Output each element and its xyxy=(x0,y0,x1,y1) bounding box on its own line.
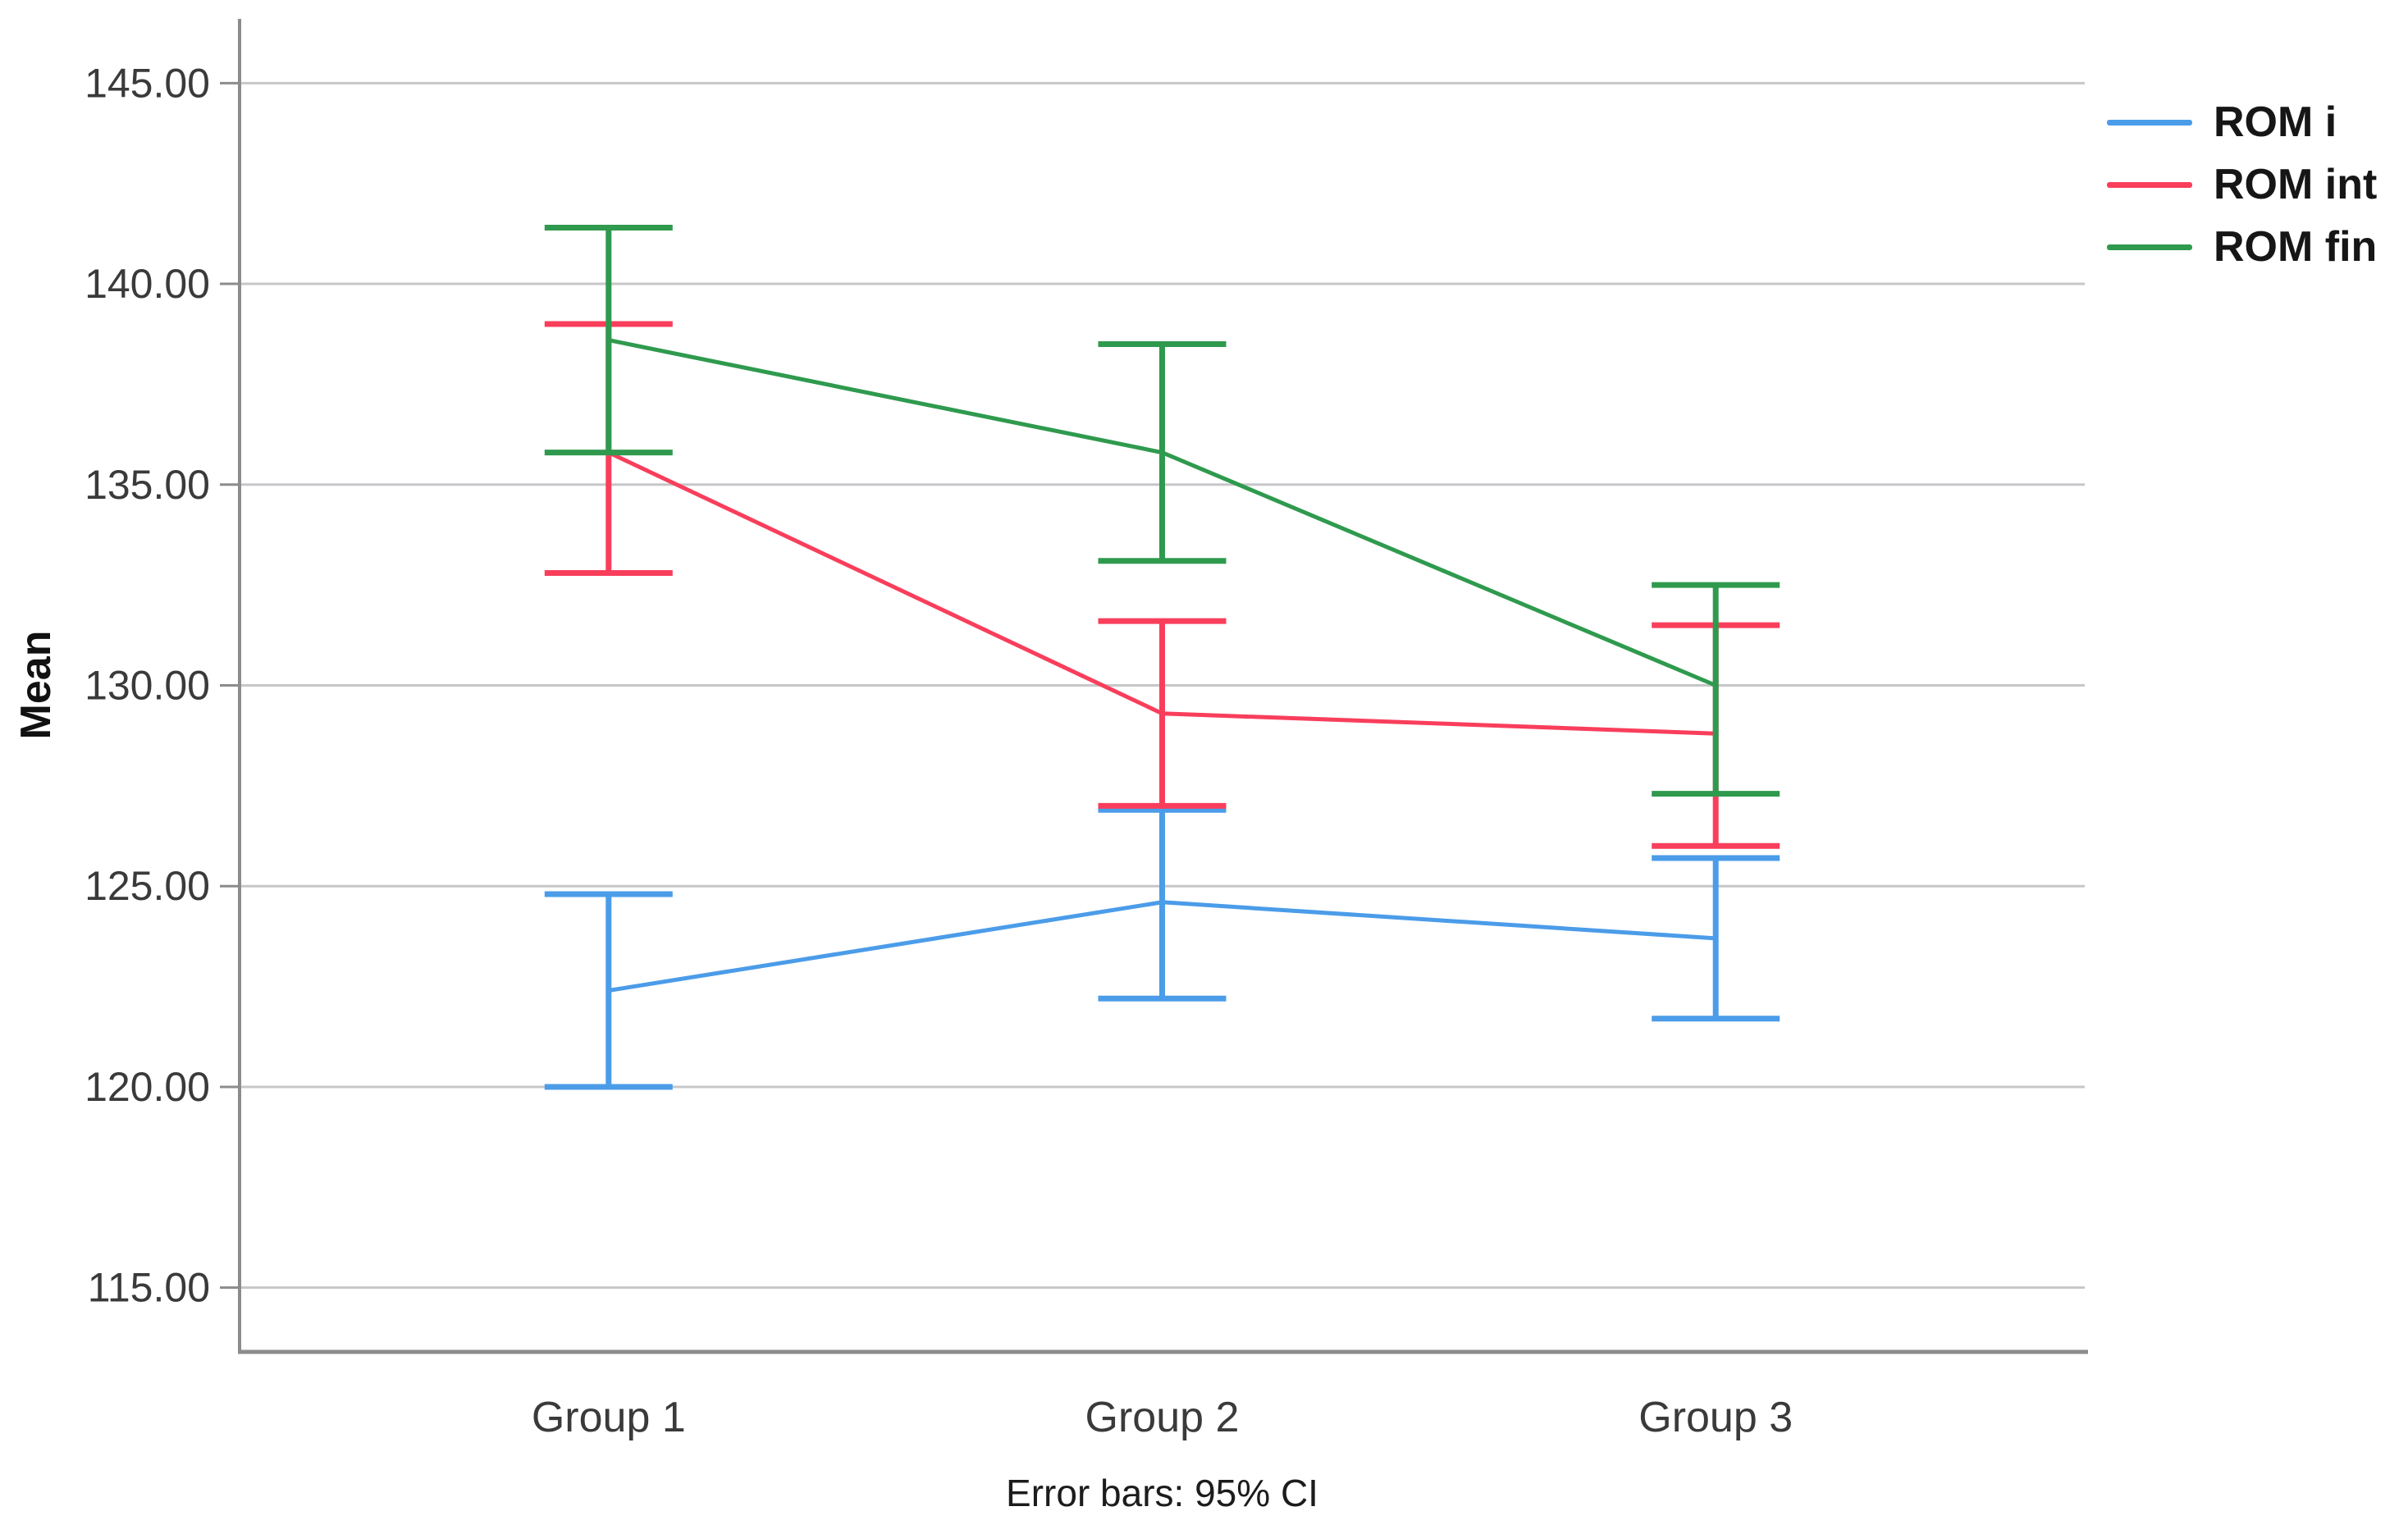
legend-label-rom-i: ROM i xyxy=(2214,98,2337,146)
y-tick-label: 120.00 xyxy=(85,1064,210,1110)
legend-item-rom-fin: ROM fin xyxy=(2107,216,2377,278)
series-line xyxy=(607,450,1716,736)
y-tick-label: 145.00 xyxy=(85,60,210,106)
y-tick-label: 125.00 xyxy=(85,863,210,909)
x-category-label: Group 3 xyxy=(1638,1394,1793,1441)
series-line xyxy=(608,900,1716,993)
x-category-label: Group 2 xyxy=(1085,1394,1240,1441)
legend: ROM i ROM int ROM fin xyxy=(2107,91,2377,278)
series-line xyxy=(608,338,1717,687)
y-tick-label: 140.00 xyxy=(85,261,210,307)
error-bars-caption: Error bars: 95% CI xyxy=(1006,1472,1318,1514)
legend-swatch-rom-i-icon xyxy=(2107,119,2192,126)
legend-label-rom-int: ROM int xyxy=(2214,161,2378,208)
x-category-label: Group 1 xyxy=(532,1394,686,1441)
y-tick-label: 115.00 xyxy=(88,1265,210,1311)
y-tick-label: 135.00 xyxy=(85,462,210,508)
legend-item-rom-int: ROM int xyxy=(2107,153,2377,216)
y-tick-label: 130.00 xyxy=(85,663,210,709)
legend-item-rom-i: ROM i xyxy=(2107,91,2377,153)
legend-swatch-rom-fin-icon xyxy=(2107,244,2192,250)
legend-label-rom-fin: ROM fin xyxy=(2214,223,2378,271)
legend-swatch-rom-int-icon xyxy=(2107,181,2192,188)
